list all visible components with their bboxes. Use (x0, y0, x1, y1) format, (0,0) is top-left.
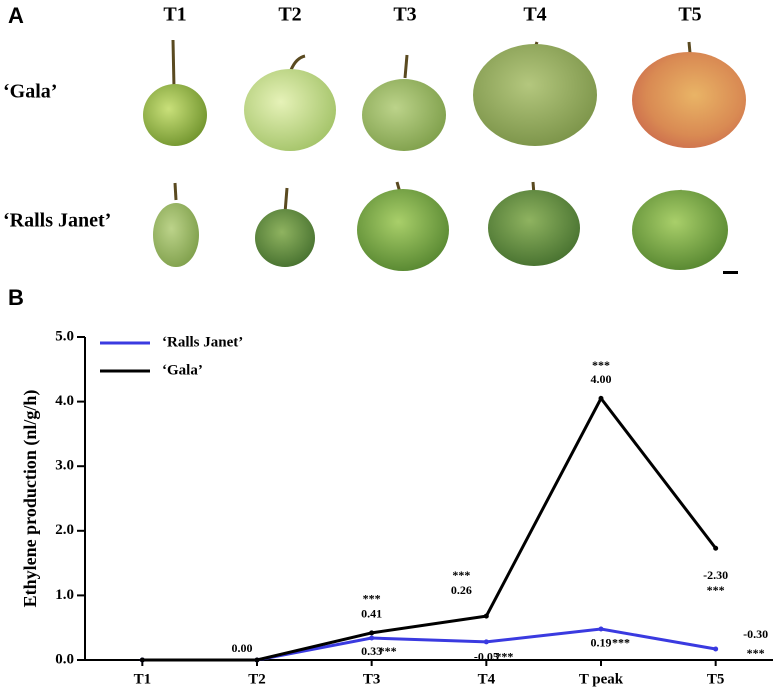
column-label: T5 (678, 4, 701, 26)
x-tick-label: T5 (707, 671, 725, 687)
significance-mark: *** (612, 636, 630, 650)
data-point (369, 630, 375, 636)
y-tick-label: 4.0 (55, 393, 74, 409)
x-tick-label: T2 (248, 671, 266, 687)
value-annotation: 4.00 (591, 372, 612, 386)
legend-label: ‘Ralls Janet’ (162, 334, 243, 350)
data-point (483, 639, 489, 645)
apple-images (171, 39, 692, 214)
y-tick-label: 0.0 (55, 651, 74, 667)
column-label: T1 (163, 4, 186, 26)
column-label: T3 (393, 4, 416, 26)
data-point (713, 646, 719, 652)
data-point (369, 635, 375, 641)
row-label: ‘Gala’ (3, 81, 57, 103)
value-annotation: 0.26 (451, 583, 472, 597)
column-label: T2 (278, 4, 301, 26)
x-tick-label: T peak (579, 671, 624, 687)
legend-label: ‘Gala’ (162, 362, 203, 378)
significance-mark: *** (707, 583, 725, 597)
significance-mark: *** (379, 644, 397, 658)
row-label: ‘Ralls Janet’ (3, 210, 111, 232)
significance-mark: *** (363, 592, 381, 606)
data-point (598, 395, 604, 401)
y-axis-title: Ethylene production (nl/g/h) (20, 390, 41, 608)
apple-images (143, 44, 746, 274)
panel-label: B (8, 285, 24, 310)
data-point (139, 657, 145, 663)
x-tick-label: T4 (478, 671, 496, 687)
y-tick-label: 3.0 (55, 458, 74, 474)
value-annotation: 0.41 (361, 607, 382, 621)
significance-mark: *** (452, 568, 470, 582)
data-point (713, 545, 719, 551)
value-annotation: -0.30 (743, 627, 768, 641)
data-point (483, 613, 489, 619)
significance-mark: *** (495, 650, 513, 664)
value-annotation: 0.19 (591, 636, 612, 650)
value-annotation: 0.00 (232, 641, 253, 655)
column-label: T4 (523, 4, 546, 26)
y-tick-label: 5.0 (55, 328, 74, 344)
x-tick-label: T3 (363, 671, 381, 687)
value-annotation: -2.30 (703, 568, 728, 582)
y-tick-label: 1.0 (55, 587, 74, 603)
data-point (598, 626, 604, 632)
y-tick-label: 2.0 (55, 522, 74, 538)
x-tick-label: T1 (134, 671, 152, 687)
value-annotation: 0.33 (361, 644, 382, 658)
significance-mark: *** (592, 358, 610, 372)
series-line (142, 395, 717, 662)
significance-mark: *** (747, 646, 765, 660)
panel-label: A (8, 3, 24, 28)
data-point (254, 657, 260, 663)
value-annotation: -0.05 (474, 650, 499, 664)
